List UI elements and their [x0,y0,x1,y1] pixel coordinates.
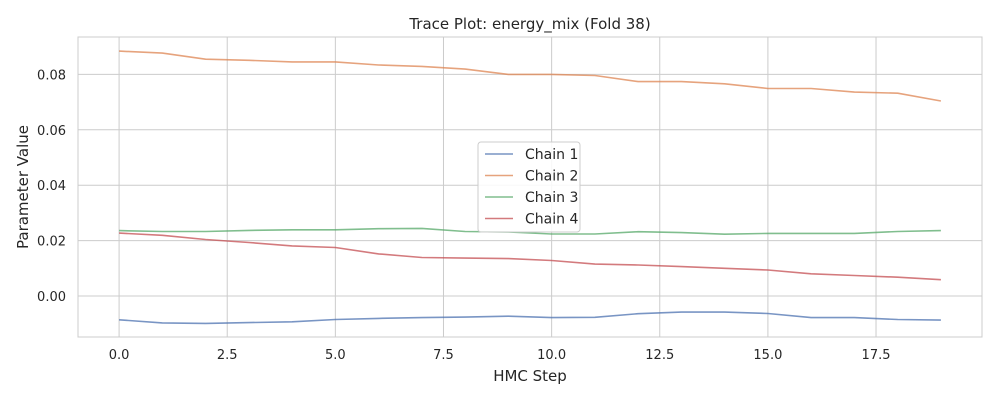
legend-box [477,141,581,233]
legend-label-chain-3: Chain 3 [525,190,578,206]
legend-label-chain-2: Chain 2 [525,169,578,185]
y-tick-label: 0.06 [37,124,66,139]
x-tick-label: 10.0 [537,348,566,363]
x-tick-label: 2.5 [217,348,238,363]
x-tick-label: 7.5 [433,348,454,363]
y-tick-labels: 0.00 0.02 0.04 0.06 0.08 [37,68,66,305]
plot-frame [77,36,983,338]
series-line-chain-3 [119,227,941,235]
series-line-chain-2 [119,50,942,102]
x-tick-label: 5.0 [325,348,346,363]
legend-label-chain-1: Chain 1 [525,147,578,163]
x-tick-label: 17.5 [862,348,891,363]
x-tick-label: 0.0 [109,348,130,363]
series-lines [119,50,942,325]
series-line-chain-1 [119,311,941,325]
x-tick-labels: 0.0 2.5 5.0 7.5 10.0 12.5 15.0 17.5 [109,348,891,363]
y-tick-label: 0.00 [37,290,66,305]
chart-title: Trace Plot: energy_mix (Fold 38) [408,15,650,34]
y-axis-title: Parameter Value [14,125,32,249]
x-tick-label: 15.0 [753,348,782,363]
x-tick-label: 12.5 [645,348,674,363]
y-tick-label: 0.04 [37,179,66,194]
x-axis-title: HMC Step [493,367,567,385]
legend-label-chain-4: Chain 4 [525,212,578,228]
series-line-chain-4 [119,232,941,281]
y-tick-label: 0.02 [37,235,66,250]
legend: Chain 1 Chain 2 Chain 3 Chain 4 [477,141,581,233]
y-tick-label: 0.08 [37,68,66,83]
